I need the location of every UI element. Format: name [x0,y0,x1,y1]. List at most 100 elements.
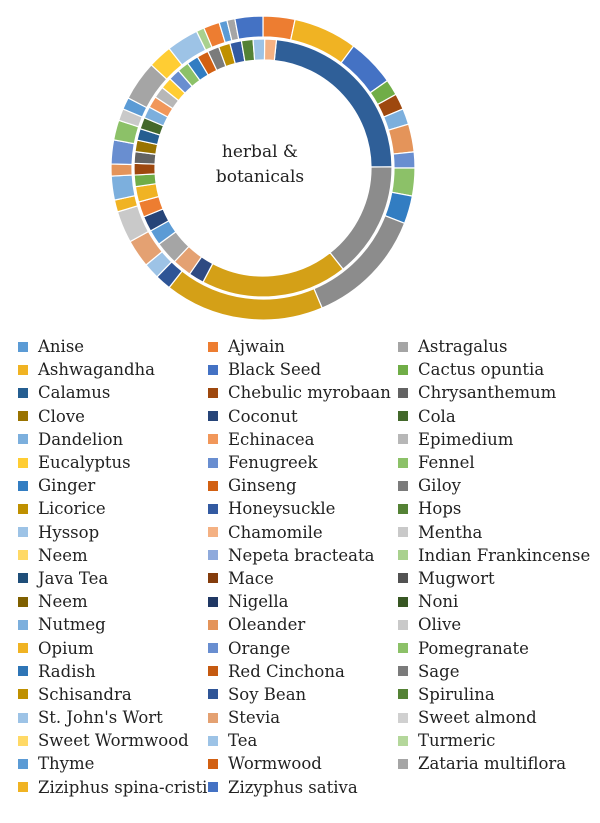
legend-item: Soy Bean [208,683,398,706]
legend-label: Hyssop [38,522,100,542]
legend-item: Java Tea [18,567,208,590]
legend-item: Chebulic myrobaan [208,381,398,404]
legend-label: Clove [38,406,85,426]
legend-label: Ginger [38,476,96,496]
legend-swatch [18,573,28,584]
legend-swatch [398,643,408,654]
legend-item: Fennel [398,451,588,474]
legend-item: Chamomile [208,521,398,544]
legend-item: Fenugreek [208,451,398,474]
legend-label: Cactus opuntia [418,360,545,380]
legend-swatch [18,758,28,769]
legend-swatch [18,411,28,422]
legend-item: Schisandra [18,683,208,706]
legend-swatch [398,527,408,538]
legend-label: Indian Frankincense [418,545,591,565]
outer-ring-segment [110,163,133,177]
legend-item: Noni [398,590,588,613]
legend-item: Echinacea [208,428,398,451]
legend-item: Cactus opuntia [398,358,588,381]
legend-label: Opium [38,638,94,658]
legend-swatch [208,689,218,700]
legend-label: Mugwort [418,568,495,588]
legend-item: Ziziphus spina-cristi [18,776,208,799]
legend-swatch [18,619,28,630]
legend-item: Coconut [208,405,398,428]
legend-label: Giloy [418,476,461,496]
legend-swatch [18,527,28,538]
legend-item: Mugwort [398,567,588,590]
legend-label: Olive [418,615,462,635]
legend-swatch [18,503,28,514]
legend-label: Stevia [228,708,281,728]
legend-label: Nepeta bracteata [228,545,375,565]
legend-item: Nutmeg [18,613,208,636]
legend-label: Pomegranate [418,638,529,658]
outer-ring-segment [262,15,296,41]
legend-item: Astragalus [398,335,588,358]
legend-label: Chebulic myrobaan [228,383,391,403]
legend-item: Licorice [18,497,208,520]
legend-swatch [18,689,28,700]
legend-item: Pomegranate [398,636,588,659]
legend-swatch [18,550,28,561]
legend-swatch [398,596,408,607]
legend-label: Oleander [228,615,306,635]
legend-label: Honeysuckle [228,499,336,519]
legend-swatch [208,434,218,445]
legend-swatch [18,341,28,352]
legend-swatch [18,364,28,375]
legend-item: St. John's Wort [18,706,208,729]
legend-swatch [208,503,218,514]
legend-label: Zizyphus sativa [228,777,358,797]
legend-label: Thyme [38,754,95,774]
legend-swatch [208,782,218,793]
legend-item: Cola [398,405,588,428]
legend-label: Fennel [418,453,475,473]
legend-swatch [398,434,408,445]
legend-item: Chrysanthemum [398,381,588,404]
legend-label: Soy Bean [228,684,307,704]
legend-item: Spirulina [398,683,588,706]
legend-label: Mace [228,568,274,588]
inner-ring-segment [252,38,266,61]
legend-label: Neem [38,545,88,565]
legend-label: Ginseng [228,476,297,496]
legend-item: Giloy [398,474,588,497]
legend-swatch [208,712,218,723]
legend-label: Spirulina [418,684,495,704]
legend-item: Ashwagandha [18,358,208,381]
legend-swatch [18,666,28,677]
legend-swatch [398,457,408,468]
legend-item: Sweet Wormwood [18,729,208,752]
legend-item: Wormwood [208,752,398,775]
legend-swatch [398,758,408,769]
outer-ring-segment [392,151,416,169]
legend-swatch [18,782,28,793]
legend-item: Orange [208,636,398,659]
legend-swatch [208,666,218,677]
legend-swatch [208,596,218,607]
outer-ring-segment [387,123,415,155]
legend-swatch [18,387,28,398]
legend-label: Anise [38,337,85,357]
center-label-line-2: botanicals [215,167,305,187]
legend-label: Hops [418,499,462,519]
legend-label: St. John's Wort [38,708,163,728]
legend-item: Calamus [18,381,208,404]
legend-item: Mentha [398,521,588,544]
legend-swatch [398,364,408,375]
legend-item: Dandelion [18,428,208,451]
legend-swatch [398,619,408,630]
legend-swatch [208,573,218,584]
legend-label: Calamus [38,383,111,403]
legend-swatch [398,712,408,723]
legend-item: Clove [18,405,208,428]
legend-swatch [208,341,218,352]
legend-label: Tea [228,731,258,751]
legend-item: Indian Frankincense [398,544,591,567]
legend-swatch [398,689,408,700]
legend-item: Red Cinchona [208,660,398,683]
legend: Anise Ajwain Astragalus Ashwagandha Black Se… [18,335,598,799]
legend-label: Ashwagandha [38,360,156,380]
